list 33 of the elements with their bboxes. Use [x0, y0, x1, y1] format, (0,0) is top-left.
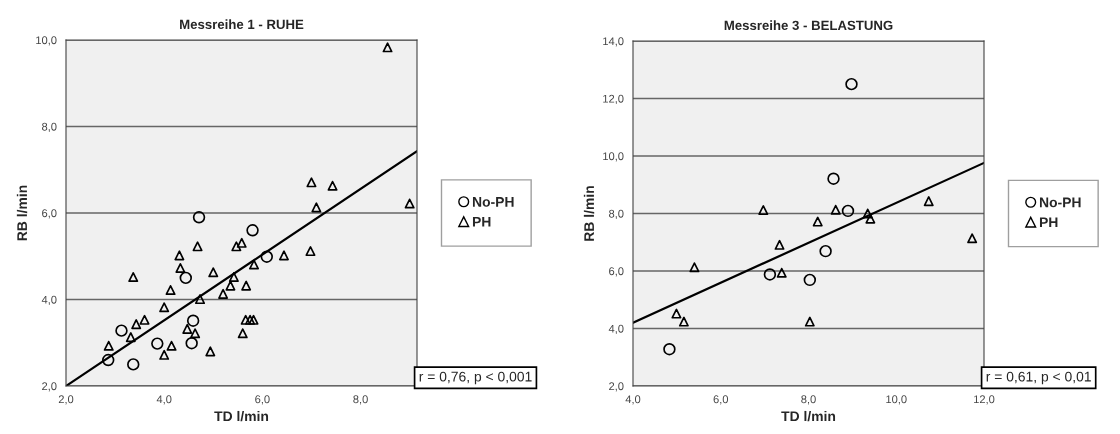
x-tick-label: 8,0	[801, 395, 816, 405]
y-tick-label: 10,0	[603, 152, 624, 162]
x-axis-title: TD l/min	[781, 410, 836, 422]
y-tick-label: 2,0	[609, 382, 624, 392]
y-tick-label: 8,0	[42, 122, 57, 132]
y-tick-label: 6,0	[609, 267, 624, 277]
y-tick-label: 10,0	[36, 36, 57, 46]
x-tick-label: 4,0	[156, 395, 172, 405]
x-tick-label: 8,0	[353, 395, 368, 405]
y-tick-label: 6,0	[42, 209, 57, 219]
y-axis-title: RB l/min	[16, 185, 28, 241]
x-tick-label: 10,0	[886, 395, 907, 405]
chart-title: Messreihe 3 - BELASTUNG	[724, 20, 893, 31]
y-tick-label: 4,0	[608, 324, 624, 334]
y-tick-label: 8,0	[609, 209, 624, 219]
y-tick-label: 14,0	[603, 37, 624, 47]
x-tick-label: 4,0	[625, 395, 641, 405]
y-axis-title: RB l/min	[583, 186, 595, 241]
y-tick-label: 4,0	[41, 295, 57, 305]
legend-label: No-PH	[472, 197, 514, 207]
x-tick-label: 6,0	[255, 395, 270, 405]
text: r = 0,61, p < 0,01	[986, 371, 1091, 385]
legend-label: PH	[1039, 217, 1058, 228]
x-tick-label: 12,0	[974, 395, 995, 405]
x-tick-label: 2,0	[58, 395, 74, 405]
chart-title: Messreihe 1 - RUHE	[180, 19, 304, 30]
legend-label: No-PH	[1039, 197, 1081, 208]
x-tick-label: 6,0	[713, 395, 729, 405]
text: r = 0,76, p < 0,001	[419, 371, 532, 385]
x-axis-title: TD l/min	[214, 410, 269, 422]
legend-label: PH	[472, 216, 491, 227]
y-tick-label: 2,0	[42, 382, 57, 392]
y-tick-label: 12,0	[603, 94, 624, 104]
